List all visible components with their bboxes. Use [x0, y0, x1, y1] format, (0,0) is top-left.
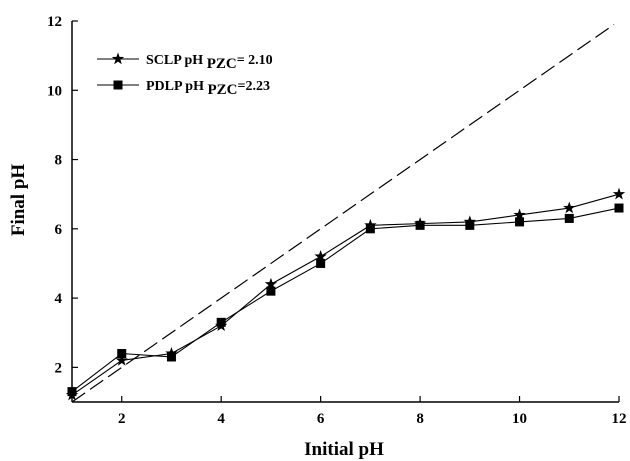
legend-marker [113, 80, 123, 90]
series-2 [67, 203, 624, 397]
x-tick-label: 8 [416, 411, 424, 427]
legend-label-value: =2.23 [237, 79, 269, 94]
legend-label-sub: PZC [207, 82, 237, 98]
ticks: 2 4 6 8 10 12 2 4 6 8 10 12 [47, 14, 627, 427]
legend-marker [111, 52, 125, 65]
series-2-point [216, 317, 226, 327]
series-2-point [465, 220, 475, 230]
series-2-point [316, 258, 326, 268]
series-1-point [563, 201, 576, 214]
legend-label: SCLP pH PZC= 2.10 [146, 53, 273, 72]
reference-line [71, 23, 615, 403]
y-tick-label: 10 [47, 83, 62, 99]
y-tick-label: 2 [55, 360, 63, 376]
series-2-point [266, 286, 276, 296]
series-2-line [71, 207, 620, 393]
series-1-point [264, 277, 278, 290]
y-tick-label: 4 [55, 291, 63, 307]
y-axis-title: Final pH [8, 164, 29, 237]
series-2-point [365, 224, 375, 234]
series-layer [65, 187, 626, 401]
legend-label-main: SCLP pH [146, 53, 207, 68]
legend-label-main: PDLP pH [146, 79, 207, 94]
series-1-point [612, 187, 626, 200]
y-tick-label: 8 [55, 153, 63, 169]
legend-label-sub: PZC [207, 56, 237, 72]
series-2-point [415, 220, 425, 230]
series-1-point [314, 250, 327, 262]
legend-label-value: = 2.10 [237, 53, 273, 68]
y-tick-label: 6 [55, 222, 63, 238]
legend-label: PDLP pH PZC=2.23 [146, 79, 270, 98]
y-tick-label: 12 [47, 14, 62, 30]
x-tick-label: 12 [612, 411, 627, 427]
series-2-point [166, 352, 176, 362]
x-tick-label: 6 [317, 411, 325, 427]
series-1-point [115, 353, 128, 366]
series-1 [65, 187, 626, 401]
series-1-line [71, 193, 620, 396]
series-2-point [67, 387, 77, 397]
x-tick-label: 2 [118, 411, 126, 427]
x-tick-label: 10 [512, 411, 527, 427]
series-2-point [515, 217, 525, 227]
axes [71, 21, 619, 403]
series-2-point [614, 203, 624, 213]
series-2-point [564, 213, 574, 223]
series-1-point [513, 208, 526, 221]
legend-item-2: PDLP pH PZC=2.23 [97, 79, 270, 98]
legend-item-1: SCLP pH PZC= 2.10 [97, 52, 273, 72]
legend: SCLP pH PZC= 2.10 PDLP pH PZC=2.23 [97, 52, 273, 98]
x-tick-label: 4 [217, 411, 225, 427]
series-2-point [117, 349, 127, 359]
x-axis-title: Initial pH [304, 439, 384, 460]
